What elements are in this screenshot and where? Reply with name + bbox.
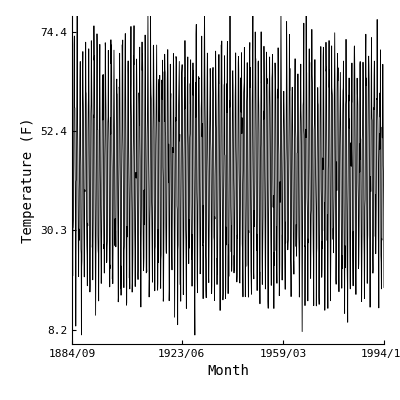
X-axis label: Month: Month xyxy=(207,364,249,378)
Y-axis label: Temperature (F): Temperature (F) xyxy=(20,117,34,243)
